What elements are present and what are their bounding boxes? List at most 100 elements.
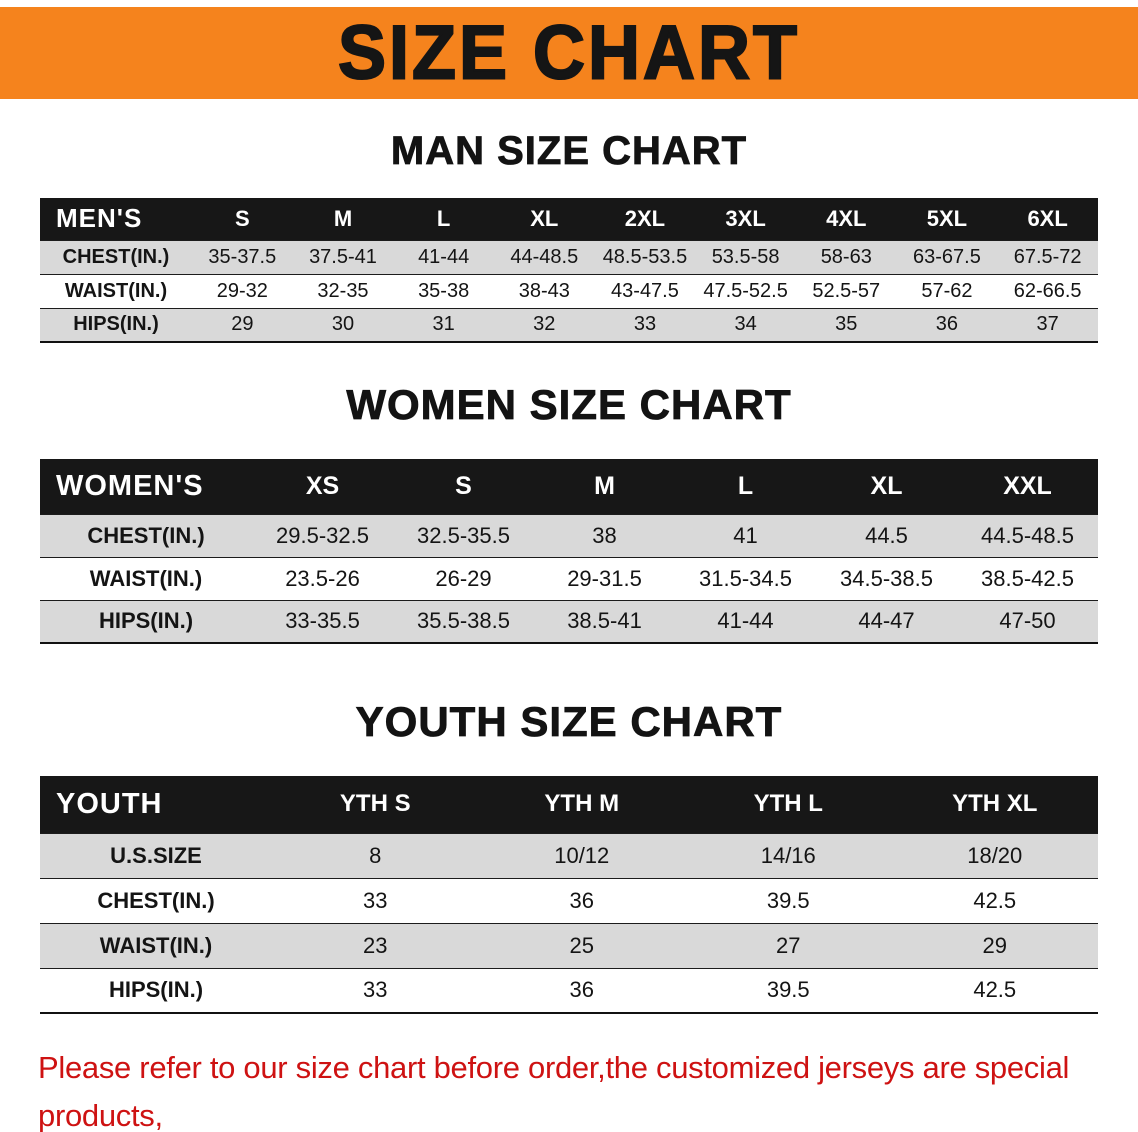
footer-line-1: Please refer to our size chart before or… (38, 1050, 1070, 1132)
size-value-cell: 36 (935, 313, 959, 336)
size-value-cell: 29 (982, 932, 1007, 958)
size-value-cell: 43-47.5 (611, 279, 679, 302)
size-value-cell: 35 (835, 313, 858, 336)
table-corner-label: MEN'S (40, 198, 192, 240)
youth-section-title: YOUTH SIZE CHART (355, 698, 783, 746)
size-value-cell: 41-44 (418, 245, 470, 268)
size-value-cell: 30 (331, 313, 355, 336)
table-row: HIPS(IN.) 33-35.5 35.5-38.5 38.5-41 41-44 44-… (40, 600, 1098, 643)
size-value-cell: 42.5 (973, 887, 1017, 913)
men-size-table: MEN'S S M L XL 2XL 3XL 4XL 5XL 6XL CHEST(IN.) 35-37… (40, 198, 1098, 343)
size-value-cell: 33 (363, 977, 388, 1003)
table-row: WAIST(IN.) 23.5-26 26-29 29-31.5 31.5-34.5 34… (40, 557, 1098, 600)
size-value-cell: 47.5-52.5 (703, 279, 788, 302)
page-title: SIZE CHART (337, 10, 800, 97)
size-value-cell: 62-66.5 (1013, 279, 1082, 302)
table-header-row: MEN'S S M L XL 2XL 3XL 4XL 5XL 6XL (40, 198, 1098, 240)
size-column-header: XS (252, 459, 393, 514)
size-column-header: XL (816, 459, 957, 514)
size-value-cell: 33 (363, 887, 388, 913)
size-value-cell: 32 (533, 313, 556, 336)
size-value-cell: 37.5-41 (309, 245, 377, 268)
size-value-cell: 34 (734, 313, 757, 336)
size-value-cell: 27 (776, 932, 801, 958)
size-value-cell: 10/12 (554, 842, 610, 868)
size-value-cell: 36 (569, 887, 594, 913)
measurement-label: HIPS(IN.) (73, 313, 159, 336)
size-value-cell: 14/16 (760, 842, 816, 868)
size-column-header: S (192, 198, 293, 240)
size-value-cell: 38.5-41 (567, 608, 642, 634)
size-value-cell: 8 (369, 842, 382, 868)
size-value-cell: 67.5-72 (1013, 245, 1082, 268)
size-value-cell: 33 (633, 313, 657, 336)
size-value-cell: 29-32 (216, 279, 268, 302)
size-value-cell: 32-35 (317, 279, 369, 302)
banner: SIZE CHART (0, 7, 1138, 99)
size-value-cell: 31.5-34.5 (699, 565, 792, 591)
size-value-cell: 48.5-53.5 (602, 245, 688, 268)
size-value-cell: 26-29 (435, 565, 492, 591)
size-value-cell: 23 (363, 932, 388, 958)
size-value-cell: 42.5 (973, 977, 1017, 1003)
size-column-header: 5XL (896, 198, 998, 240)
size-column-header: M (292, 198, 394, 240)
size-column-header: YTH M (478, 776, 685, 833)
men-section-title: MAN SIZE CHART (390, 129, 748, 174)
measurement-label: WAIST(IN.) (89, 565, 203, 591)
size-column-header: YTH XL (891, 776, 1098, 833)
size-value-cell: 38.5-42.5 (981, 565, 1074, 591)
size-column-header: YTH L (685, 776, 892, 833)
size-value-cell: 29 (231, 313, 254, 336)
size-value-cell: 38 (592, 522, 617, 548)
size-value-cell: 47-50 (999, 608, 1056, 634)
size-value-cell: 52.5-57 (812, 279, 881, 302)
women-size-table: WOMEN'S XS S M L XL XXL CHEST(IN.) 29.5-32.5 32.5… (40, 459, 1098, 644)
measurement-label: HIPS(IN.) (108, 977, 204, 1003)
size-column-header: 2XL (594, 198, 696, 240)
size-value-cell: 58-63 (820, 245, 872, 268)
measurement-label: CHEST(IN.) (97, 887, 215, 913)
size-column-header: L (393, 198, 494, 240)
size-column-header: S (393, 459, 534, 514)
measurement-label: WAIST(IN.) (64, 279, 168, 302)
size-value-cell: 63-67.5 (913, 245, 981, 268)
size-value-cell: 35-37.5 (208, 245, 277, 268)
size-value-cell: 44.5 (865, 522, 908, 548)
size-value-cell: 53.5-58 (711, 245, 780, 268)
table-row: CHEST(IN.) 33 36 39.5 42.5 (40, 878, 1098, 923)
size-value-cell: 37 (1036, 313, 1059, 336)
table-corner-label: YOUTH (40, 776, 272, 833)
measurement-label: HIPS(IN.) (98, 608, 194, 634)
size-value-cell: 36 (569, 977, 594, 1003)
size-value-cell: 29-31.5 (567, 565, 642, 591)
size-column-header: 3XL (695, 198, 796, 240)
size-value-cell: 18/20 (967, 842, 1023, 868)
measurement-label: CHEST(IN.) (87, 522, 205, 548)
size-column-header: 6XL (997, 198, 1098, 240)
size-value-cell: 41 (733, 522, 758, 548)
size-value-cell: 23.5-26 (285, 565, 360, 591)
size-value-cell: 25 (569, 932, 594, 958)
size-column-header: L (675, 459, 816, 514)
size-value-cell: 44.5-48.5 (981, 522, 1074, 548)
youth-size-table: YOUTH YTH S YTH M YTH L YTH XL U.S.SIZE 8 10/12… (40, 776, 1098, 1014)
size-value-cell: 44-48.5 (510, 245, 579, 268)
table-row: HIPS(IN.) 33 36 39.5 42.5 (40, 968, 1098, 1013)
size-value-cell: 31 (432, 313, 455, 336)
size-value-cell: 35-38 (418, 279, 470, 302)
size-value-cell: 34.5-38.5 (840, 565, 933, 591)
table-header-row: YOUTH YTH S YTH M YTH L YTH XL (40, 776, 1098, 833)
size-value-cell: 29.5-32.5 (276, 522, 369, 548)
size-column-header: M (534, 459, 675, 514)
measurement-label: CHEST(IN.) (62, 245, 170, 268)
table-row: CHEST(IN.) 35-37.5 37.5-41 41-44 44-48.5 48.5… (40, 240, 1098, 274)
size-value-cell: 35.5-38.5 (417, 608, 510, 634)
table-header-row: WOMEN'S XS S M L XL XXL (40, 459, 1098, 514)
size-column-header: XL (493, 198, 595, 240)
size-value-cell: 39.5 (766, 887, 810, 913)
women-section-title: WOMEN SIZE CHART (346, 381, 792, 429)
size-value-cell: 39.5 (766, 977, 810, 1003)
footer-note: Please refer to our size chart before or… (38, 1044, 1100, 1132)
